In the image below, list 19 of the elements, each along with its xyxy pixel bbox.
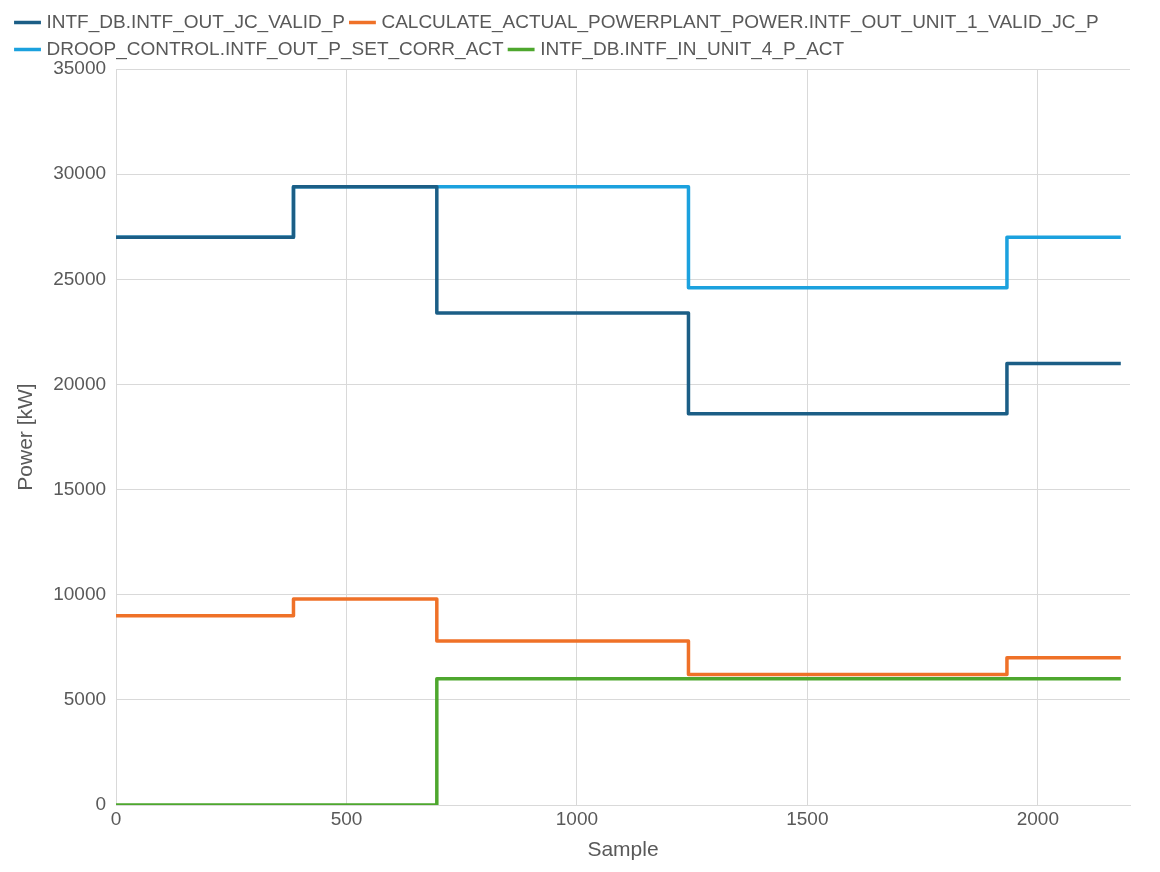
x-tick-label: 0: [110, 807, 122, 829]
y-tick-label: 15000: [53, 477, 107, 499]
x-axis-title: Sample: [587, 837, 659, 861]
y-tick-label: 5000: [63, 688, 107, 710]
x-tick-label: 1000: [555, 807, 599, 829]
y-tick-label: 35000: [53, 57, 107, 79]
y-tick-label: 30000: [53, 162, 107, 184]
x-tick-label: 1500: [786, 807, 829, 829]
y-tick-label: 10000: [53, 582, 107, 604]
legend-label: DROOP_CONTROL.INTF_OUT_P_SET_CORR_ACT: [46, 37, 505, 60]
x-tick-label: 2000: [1016, 807, 1059, 829]
legend-label: INTF_DB.INTF_OUT_JC_VALID_P: [46, 10, 345, 33]
legend-label: CALCULATE_ACTUAL_POWERPLANT_POWER.INTF_OUT_UNIT_1_VALID_JC_P: [381, 10, 1099, 33]
x-tick-label: 500: [330, 807, 363, 829]
y-tick-label: 0: [95, 793, 107, 815]
y-axis-title: Power [kW]: [13, 383, 37, 491]
y-tick-label: 25000: [53, 267, 107, 289]
legend-label: INTF_DB.INTF_IN_UNIT_4_P_ACT: [540, 37, 845, 60]
y-tick-label: 20000: [53, 372, 107, 394]
